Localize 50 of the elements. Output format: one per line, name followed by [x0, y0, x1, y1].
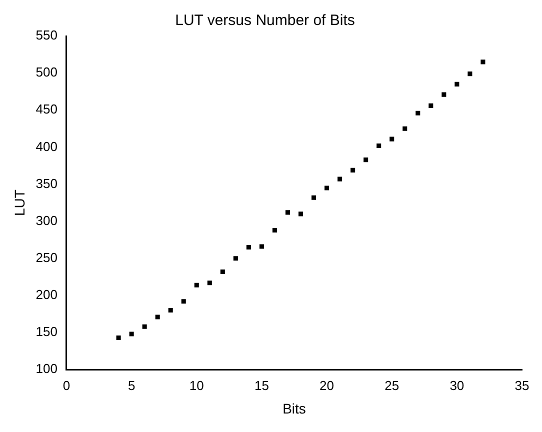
y-tick-label: 550 — [36, 28, 58, 43]
point — [350, 168, 356, 172]
y-tick-label: 300 — [36, 212, 58, 228]
point — [285, 210, 290, 215]
x-tick-label: 10 — [189, 378, 204, 393]
point — [442, 92, 446, 97]
point — [312, 195, 316, 200]
x-tick-label: 15 — [254, 378, 269, 393]
y-tick-label: 450 — [36, 102, 58, 117]
point — [364, 158, 368, 162]
y-tick-label: 150 — [36, 324, 58, 340]
point — [155, 314, 160, 320]
point — [338, 176, 342, 182]
y-tick-label: 500 — [36, 64, 58, 80]
point — [376, 143, 382, 148]
x-axis-title: Bits — [282, 400, 306, 416]
point — [246, 245, 251, 250]
point — [207, 280, 212, 286]
point — [324, 186, 330, 190]
point — [194, 282, 199, 288]
point — [428, 103, 434, 108]
x-tick-label: 0 — [62, 378, 70, 393]
point — [168, 308, 173, 313]
y-tick-label: 400 — [36, 138, 58, 154]
point — [233, 256, 238, 261]
point — [468, 72, 472, 76]
chart-title: LUT versus Number of Bits — [175, 12, 355, 30]
x-tick-label: 30 — [450, 378, 464, 393]
point — [259, 244, 264, 249]
point — [298, 212, 304, 216]
point — [454, 82, 460, 86]
x-tick-label: 35 — [514, 378, 530, 393]
x-tick-label: 5 — [128, 378, 136, 393]
point — [129, 332, 134, 336]
y-axis-title: LUT — [11, 189, 28, 216]
y-tick-label: 100 — [36, 361, 58, 376]
point — [480, 60, 486, 64]
point — [272, 228, 277, 232]
point — [416, 110, 420, 116]
x-tick-label: 20 — [320, 378, 334, 393]
y-tick-label: 250 — [36, 250, 58, 265]
point — [402, 126, 408, 131]
point — [220, 269, 225, 274]
y-tick-label: 350 — [36, 176, 58, 191]
point — [390, 136, 394, 142]
x-tick-label: 25 — [384, 378, 400, 393]
point — [181, 299, 186, 304]
point — [142, 324, 147, 329]
point — [116, 335, 121, 340]
y-tick-label: 200 — [36, 287, 58, 302]
